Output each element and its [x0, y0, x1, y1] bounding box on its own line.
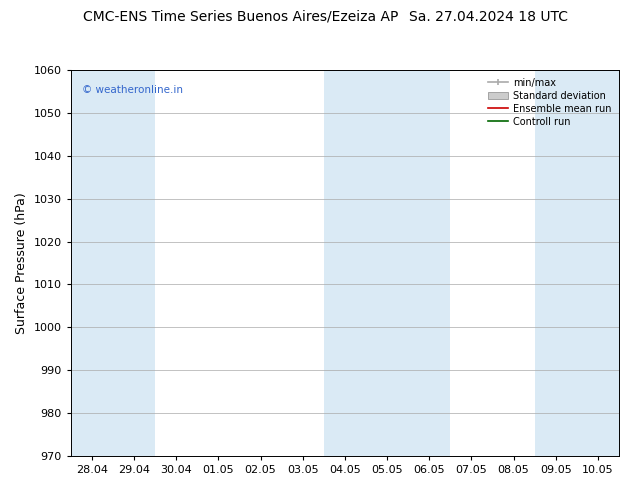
Bar — [71, 70, 155, 456]
Legend: min/max, Standard deviation, Ensemble mean run, Controll run: min/max, Standard deviation, Ensemble me… — [486, 75, 614, 129]
Text: CMC-ENS Time Series Buenos Aires/Ezeiza AP: CMC-ENS Time Series Buenos Aires/Ezeiza … — [83, 10, 399, 24]
Bar — [324, 70, 450, 456]
Text: © weatheronline.in: © weatheronline.in — [82, 85, 183, 96]
Text: Sa. 27.04.2024 18 UTC: Sa. 27.04.2024 18 UTC — [409, 10, 567, 24]
Bar — [534, 70, 619, 456]
Y-axis label: Surface Pressure (hPa): Surface Pressure (hPa) — [15, 192, 28, 334]
